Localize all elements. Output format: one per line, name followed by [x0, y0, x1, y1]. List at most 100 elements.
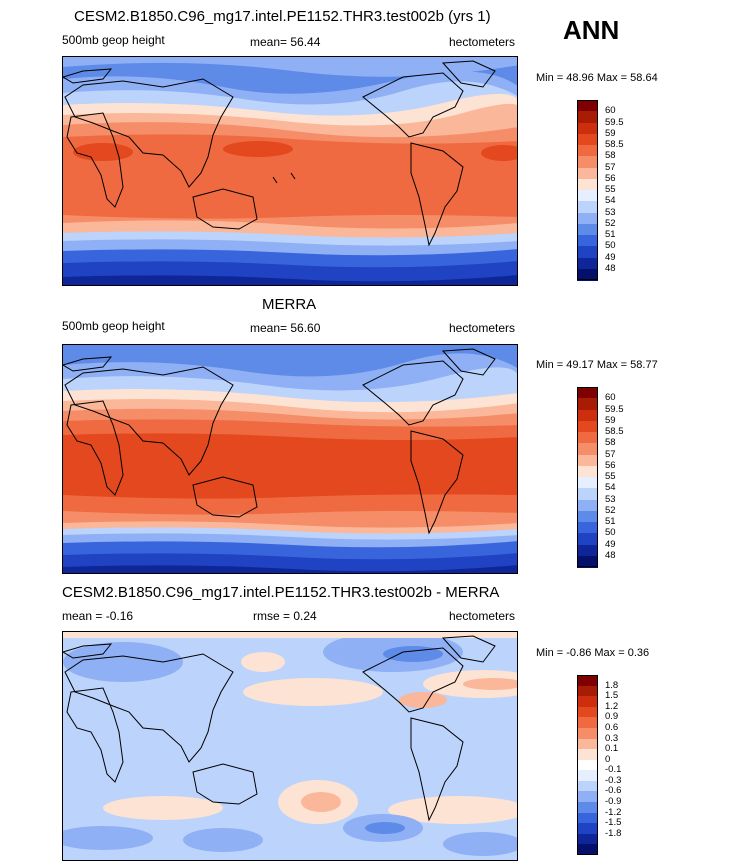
colorbar-swatch [577, 133, 598, 146]
colorbar-tick-label: 49 [605, 538, 616, 550]
colorbar-tick-label: 48 [605, 262, 616, 274]
colorbar-tick-label: 51 [605, 229, 616, 240]
minmax-label: Min = 48.96 Max = 58.64 [536, 72, 658, 84]
colorbar-swatch [577, 178, 598, 191]
colorbar-frame [577, 100, 598, 280]
colorbar-swatch [577, 409, 598, 422]
colorbar-tick-label: 0.6 [605, 721, 619, 733]
colorbar-swatch [577, 167, 598, 180]
colorbar-swatch [577, 190, 598, 202]
colorbar-swatch [577, 812, 598, 824]
season-label: ANN [563, 15, 620, 45]
colorbar-swatch [577, 201, 598, 213]
colorbar-swatch [577, 749, 598, 761]
minmax-label: Min = -0.86 Max = 0.36 [536, 647, 650, 659]
colorbar-tick-label: -1.2 [605, 806, 622, 818]
colorbar-tick-label: 53 [605, 493, 616, 505]
colorbar-swatch [577, 780, 598, 792]
colorbar-tick-label: 60 [605, 392, 616, 404]
colorbar-swatch [577, 522, 598, 534]
mean-label: mean= 56.60 [250, 321, 321, 335]
colorbar-tick-label: 58.5 [605, 426, 624, 437]
variable-label: 500mb geop height [62, 33, 165, 47]
colorbar-swatch [577, 111, 598, 123]
colorbar-swatch [577, 387, 598, 399]
colorbar-tick-label: 54 [605, 482, 616, 494]
colorbar-swatch [577, 156, 598, 168]
units-label: hectometers [449, 35, 516, 49]
contour-map-obs [62, 344, 518, 574]
colorbar-tick-label: 59.5 [605, 116, 624, 128]
panel-title: CESM2.B1850.C96_mg17.intel.PE1152.THR3.t… [62, 584, 500, 601]
colorbar-tick-label: 58 [605, 437, 616, 449]
colorbar-swatch [577, 223, 598, 236]
colorbar-swatch [577, 235, 598, 247]
units-label: hectometers [449, 609, 516, 623]
colorbar-swatch [577, 420, 598, 433]
colorbar-tick-label: 53 [605, 206, 616, 218]
colorbar-tick-label: -0.6 [605, 785, 622, 797]
colorbar-swatch [577, 465, 598, 478]
colorbar-swatch [577, 499, 598, 512]
colorbar-swatch [577, 791, 598, 803]
colorbar-swatch [577, 454, 598, 467]
colorbar-tick-label: 56 [605, 459, 616, 471]
colorbar-tick-label: 57 [605, 448, 616, 460]
colorbar-tick-label: -0.3 [605, 774, 622, 786]
colorbar-tick-label: 58 [605, 150, 616, 162]
colorbar-swatch [577, 488, 598, 500]
colorbar-swatch [577, 432, 598, 444]
colorbar-tick-label: 50 [605, 527, 616, 539]
minmax-label: Min = 49.17 Max = 58.77 [536, 359, 658, 371]
colorbar-frame [577, 387, 598, 567]
panel-title: MERRA [262, 296, 317, 313]
variable-label: 500mb geop height [62, 319, 165, 333]
mean-label: mean = -0.16 [62, 609, 134, 623]
mean-label: mean= 56.44 [250, 35, 321, 49]
colorbar-swatch [577, 145, 598, 157]
colorbar-swatch [577, 675, 598, 687]
contour-map-model [62, 56, 518, 286]
colorbar-swatch [577, 268, 598, 281]
colorbar-tick-label: 52 [605, 504, 616, 516]
colorbar-swatch [577, 833, 598, 845]
rmse-label: rmse = 0.24 [253, 609, 317, 623]
colorbar-swatch [577, 685, 598, 697]
colorbar-diff: 1.8 1.5 1.2 0.9 0.6 0.3 0.1 0 -0.1 -0.3 -0.6 -0.9 -1… [577, 675, 657, 856]
colorbar-tick-label: 48 [605, 549, 616, 561]
colorbar-swatch [577, 823, 598, 835]
colorbar-tick-label: 1.2 [605, 700, 619, 712]
colorbar-swatch [577, 738, 598, 750]
colorbar-swatch [577, 759, 598, 771]
colorbar-obs: 60 59.5 59 58.5 58 57 56 55 54 53 52 51 50 49 48 [577, 387, 657, 568]
colorbar-swatch [577, 770, 598, 782]
colorbar-swatch [577, 844, 598, 856]
colorbar-tick-label: 58.5 [605, 139, 624, 150]
colorbar-tick-label: 59.5 [605, 403, 624, 415]
colorbar-tick-label: 55 [605, 184, 616, 195]
colorbar-model: 60 59.5 59 58.5 58 57 56 55 54 53 52 51 50 49 48 [577, 100, 657, 281]
colorbar-tick-label: 0.1 [605, 743, 619, 755]
colorbar-tick-label: 51 [605, 516, 616, 527]
colorbar-tick-label: 59 [605, 414, 616, 426]
colorbar-tick-label: 57 [605, 161, 616, 173]
panel-title: CESM2.B1850.C96_mg17.intel.PE1152.THR3.t… [74, 8, 491, 25]
colorbar-tick-label: 1.5 [605, 690, 619, 702]
colorbar-swatch [577, 398, 598, 410]
colorbar-tick-label: 60 [605, 105, 616, 117]
colorbar-tick-label: 55 [605, 471, 616, 482]
colorbar-tick-label: 1.8 [605, 679, 619, 691]
units-label: hectometers [449, 321, 516, 335]
colorbar-swatch [577, 443, 598, 455]
colorbar-tick-label: 0 [605, 753, 611, 765]
colorbar-tick-label: -1.8 [605, 827, 622, 839]
colorbar-tick-label: 50 [605, 240, 616, 252]
colorbar-tick-label: 59 [605, 127, 616, 139]
colorbar-tick-label: 0.3 [605, 732, 619, 744]
colorbar-swatch [577, 696, 598, 708]
colorbar-swatch [577, 510, 598, 523]
colorbar-tick-label: -0.9 [605, 796, 622, 808]
colorbar-swatch [577, 727, 598, 740]
contour-map-diff [62, 631, 518, 861]
colorbar-tick-label: 52 [605, 217, 616, 229]
